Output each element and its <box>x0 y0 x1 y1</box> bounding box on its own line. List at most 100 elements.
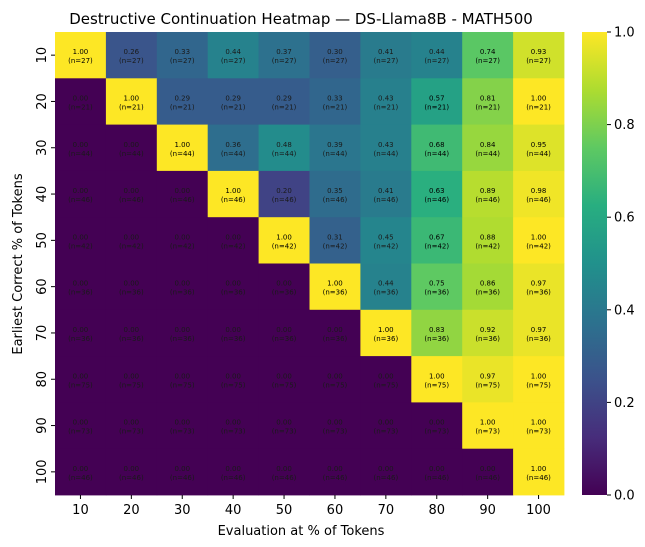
heatmap-cell <box>156 170 209 218</box>
cell-value-label: 0.00 <box>124 465 140 473</box>
heatmap-cell <box>207 32 259 79</box>
heatmap-cell <box>156 356 209 403</box>
cell-value-label: 0.00 <box>174 372 190 380</box>
heatmap-cell <box>105 309 158 357</box>
cell-count-label: (n=73) <box>68 428 93 436</box>
heatmap-cell <box>156 78 209 125</box>
cell-count-label: (n=21) <box>374 103 399 111</box>
heatmap-cell <box>462 309 514 357</box>
colorbar-tick-label: 0.8 <box>614 118 635 133</box>
cell-count-label: (n=36) <box>221 335 246 343</box>
y-tick-label: 80 <box>35 371 50 388</box>
cell-count-label: (n=27) <box>323 57 348 65</box>
cell-count-label: (n=44) <box>424 150 449 158</box>
cell-value-label: 0.81 <box>480 94 496 102</box>
cell-count-label: (n=75) <box>119 381 144 389</box>
heatmap-cell <box>105 263 158 311</box>
x-tick-label: 10 <box>72 503 89 518</box>
heatmap-cell <box>360 217 412 264</box>
cell-value-label: 0.83 <box>429 326 445 334</box>
cell-count-label: (n=46) <box>475 474 500 482</box>
heatmap-cell <box>258 170 310 218</box>
heatmap-cell <box>309 217 361 264</box>
heatmap-cell <box>258 356 310 403</box>
cell-count-label: (n=73) <box>272 428 297 436</box>
cell-count-label: (n=46) <box>323 474 348 482</box>
heatmap-cell <box>105 170 158 218</box>
cell-value-label: 0.29 <box>225 94 241 102</box>
cell-value-label: 0.44 <box>225 48 241 56</box>
cell-value-label: 0.00 <box>327 465 343 473</box>
cell-value-label: 0.92 <box>480 326 496 334</box>
heatmap-cell <box>207 170 259 218</box>
heatmap-cell <box>411 170 463 218</box>
cell-count-label: (n=73) <box>424 428 449 436</box>
cell-count-label: (n=46) <box>323 196 348 204</box>
cell-count-label: (n=21) <box>272 103 297 111</box>
cell-count-label: (n=73) <box>170 428 195 436</box>
heatmap-cell <box>207 78 259 125</box>
cell-value-label: 1.00 <box>531 372 547 380</box>
cell-count-label: (n=36) <box>119 335 144 343</box>
cell-value-label: 0.00 <box>124 141 140 149</box>
heatmap-cell <box>462 170 514 218</box>
cell-value-label: 0.00 <box>276 419 292 427</box>
heatmap-cell <box>309 78 361 125</box>
heatmap-cell <box>513 402 565 450</box>
cell-count-label: (n=42) <box>323 242 348 250</box>
cell-value-label: 0.00 <box>225 372 241 380</box>
cell-count-label: (n=27) <box>119 57 144 65</box>
cell-count-label: (n=21) <box>170 103 195 111</box>
heatmap-cell <box>55 309 107 357</box>
cell-value-label: 0.26 <box>124 48 140 56</box>
heatmap-cell <box>207 448 259 496</box>
cell-count-label: (n=36) <box>526 289 551 297</box>
cell-count-label: (n=36) <box>374 335 399 343</box>
heatmap-cell <box>55 170 107 218</box>
cell-count-label: (n=21) <box>323 103 348 111</box>
y-tick-label: 100 <box>35 459 50 484</box>
heatmap-cell <box>411 32 463 79</box>
heatmap-cell <box>360 124 412 172</box>
cell-value-label: 0.00 <box>276 326 292 334</box>
x-axis-label: Evaluation at % of Tokens <box>218 524 385 539</box>
heatmap-cell <box>513 124 565 172</box>
cell-value-label: 0.00 <box>276 372 292 380</box>
cell-value-label: 1.00 <box>73 48 89 56</box>
cell-value-label: 0.45 <box>378 233 394 241</box>
x-tick-label: 50 <box>276 503 293 518</box>
heatmap-cell <box>105 356 158 403</box>
cell-count-label: (n=36) <box>170 335 195 343</box>
cell-value-label: 0.95 <box>531 141 547 149</box>
heatmap-cell <box>105 78 158 125</box>
heatmap-cell <box>411 356 463 403</box>
cell-value-label: 1.00 <box>531 419 547 427</box>
cell-count-label: (n=46) <box>170 474 195 482</box>
heatmap-cell <box>309 448 361 496</box>
cell-count-label: (n=42) <box>424 242 449 250</box>
colorbar-tick-label: 0.2 <box>614 396 635 411</box>
heatmap-cell <box>55 356 107 403</box>
cell-value-label: 0.00 <box>225 280 241 288</box>
cell-count-label: (n=21) <box>221 103 246 111</box>
cell-value-label: 0.00 <box>225 326 241 334</box>
heatmap-cell <box>156 32 209 79</box>
cell-count-label: (n=75) <box>170 381 195 389</box>
heatmap-cell <box>55 263 107 311</box>
heatmap-cell <box>156 217 209 264</box>
y-tick-label: 10 <box>35 47 50 64</box>
cell-value-label: 0.00 <box>276 465 292 473</box>
heatmap-cell <box>360 170 412 218</box>
heatmap-cell <box>105 32 158 79</box>
cell-count-label: (n=27) <box>221 57 246 65</box>
cell-count-label: (n=21) <box>424 103 449 111</box>
cell-count-label: (n=44) <box>68 150 93 158</box>
heatmap-cell <box>105 402 158 450</box>
cell-value-label: 0.00 <box>174 419 190 427</box>
cell-count-label: (n=36) <box>475 335 500 343</box>
heatmap-cells: 1.00(n=27)0.26(n=27)0.33(n=27)0.44(n=27)… <box>55 32 565 496</box>
cell-value-label: 1.00 <box>174 141 190 149</box>
cell-count-label: (n=46) <box>221 196 246 204</box>
cell-value-label: 0.30 <box>327 48 343 56</box>
